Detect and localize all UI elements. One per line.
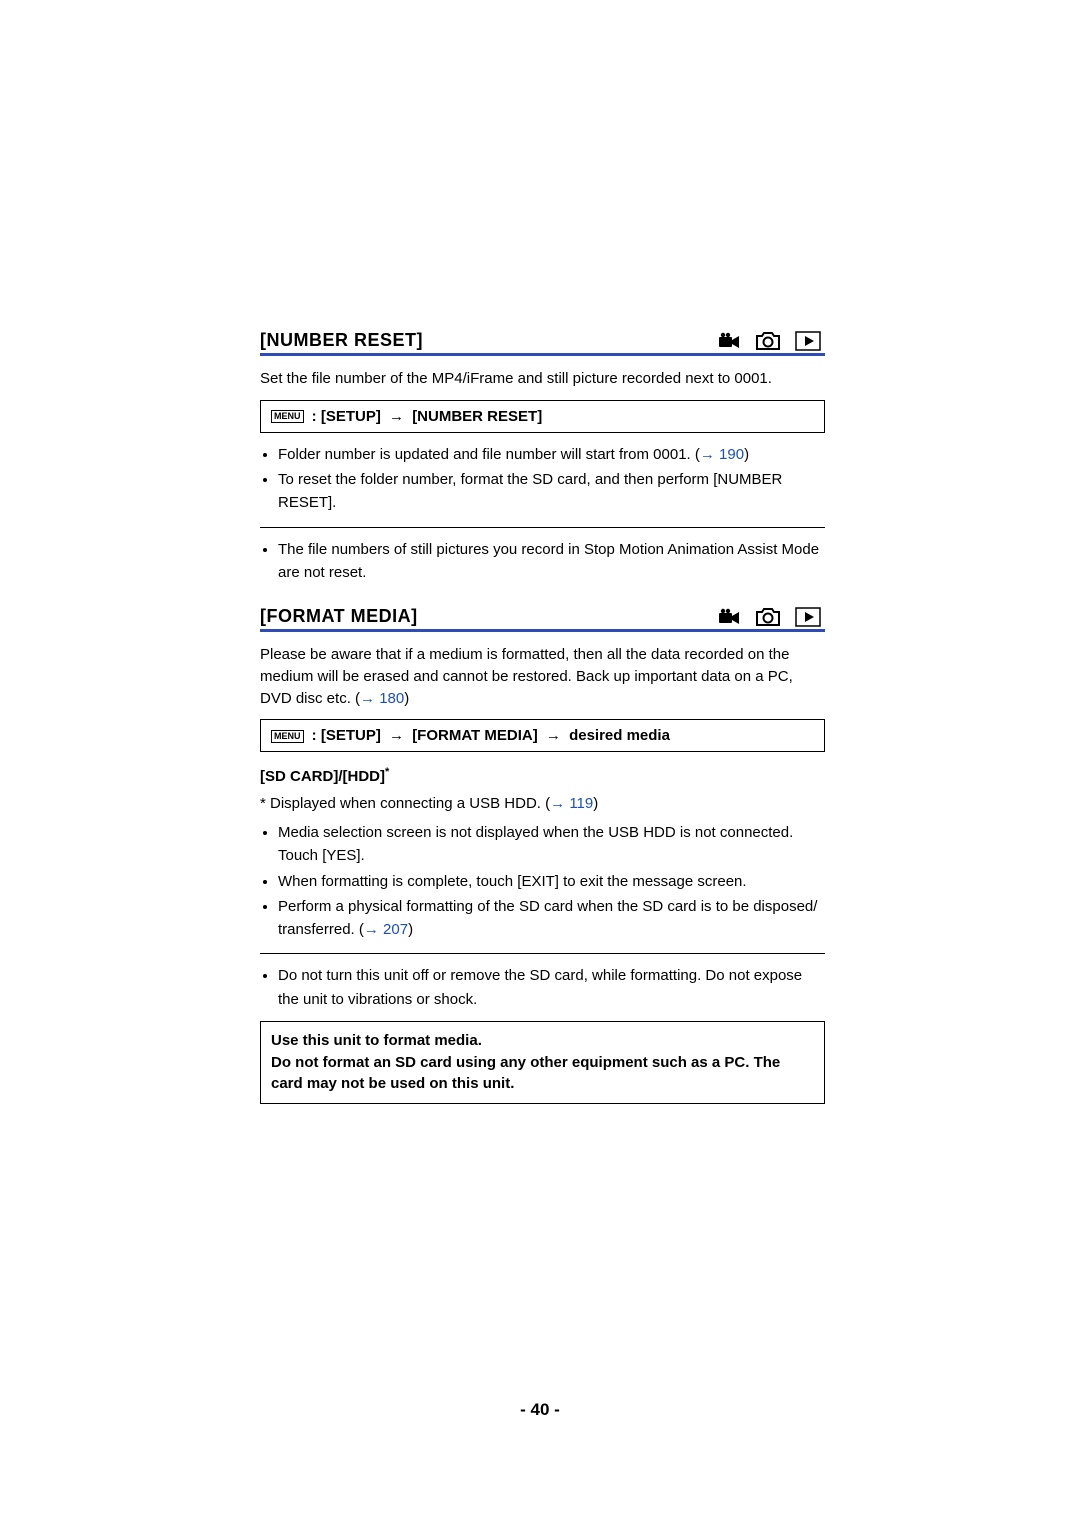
link-number: 207	[383, 921, 408, 938]
bullet-text: Perform a physical formatting of the SD …	[278, 898, 817, 938]
warning-box: Use this unit to format media. Do not fo…	[260, 1021, 825, 1104]
page-ref-link[interactable]: → 119	[550, 795, 593, 812]
section-header-number-reset: [NUMBER RESET]	[260, 330, 825, 356]
footnote-span: )	[593, 795, 598, 812]
video-camera-icon	[717, 608, 741, 626]
list-item: The file numbers of still pictures you r…	[278, 538, 825, 585]
arrow-icon: →	[360, 690, 375, 707]
page-ref-link[interactable]: → 207	[364, 921, 408, 938]
link-number: 119	[569, 795, 593, 812]
link-number: 180	[379, 690, 404, 707]
bullet-text: )	[744, 446, 749, 463]
menu-badge: MENU	[271, 730, 304, 743]
manual-page: [NUMBER RESET] Set the file number of th…	[0, 0, 1080, 1526]
intro-text: Set the file number of the MP4/iFrame an…	[260, 368, 825, 390]
menu-path-text: : [SETUP]	[312, 408, 381, 425]
footnote-span: * Displayed when connecting a USB HDD. (	[260, 795, 550, 812]
camera-icon	[755, 331, 781, 351]
menu-badge: MENU	[271, 410, 304, 423]
arrow-icon: →	[385, 727, 408, 744]
menu-path-text: : [SETUP]	[312, 727, 381, 744]
bullet-list: Media selection screen is not displayed …	[260, 821, 825, 941]
bullet-list: Do not turn this unit off or remove the …	[260, 964, 825, 1011]
footnote-text: * Displayed when connecting a USB HDD. (…	[260, 793, 825, 815]
list-item: To reset the folder number, format the S…	[278, 468, 825, 515]
page-ref-link[interactable]: → 180	[360, 690, 404, 707]
bullet-text: Folder number is updated and file number…	[278, 446, 700, 463]
bullet-list: Folder number is updated and file number…	[260, 443, 825, 515]
menu-path-text: [NUMBER RESET]	[412, 408, 542, 425]
list-item: Folder number is updated and file number…	[278, 443, 825, 466]
header-icons	[717, 331, 825, 351]
warning-line: Do not format an SD card using any other…	[271, 1052, 814, 1096]
menu-path-text: desired media	[569, 727, 670, 744]
list-item: Perform a physical formatting of the SD …	[278, 895, 825, 942]
play-icon	[795, 607, 821, 627]
page-number: - 40 -	[0, 1400, 1080, 1420]
camera-icon	[755, 607, 781, 627]
divider	[260, 527, 825, 528]
arrow-icon: →	[550, 795, 565, 812]
divider	[260, 953, 825, 954]
arrow-icon: →	[542, 727, 565, 744]
body-text-span: Please be aware that if a medium is form…	[260, 646, 793, 707]
play-icon	[795, 331, 821, 351]
menu-path-box: MENU : [SETUP] → [FORMAT MEDIA] → desire…	[260, 719, 825, 752]
list-item: Media selection screen is not displayed …	[278, 821, 825, 868]
intro-text: Please be aware that if a medium is form…	[260, 644, 825, 709]
list-item: Do not turn this unit off or remove the …	[278, 964, 825, 1011]
warning-line: Use this unit to format media.	[271, 1030, 814, 1052]
footnote-marker: *	[385, 766, 389, 778]
section-title: [NUMBER RESET]	[260, 330, 423, 351]
bullet-list: The file numbers of still pictures you r…	[260, 538, 825, 585]
arrow-icon: →	[700, 446, 715, 463]
arrow-icon: →	[364, 921, 379, 938]
page-ref-link[interactable]: → 190	[700, 446, 744, 463]
link-number: 190	[719, 446, 744, 463]
menu-path-box: MENU : [SETUP] → [NUMBER RESET]	[260, 400, 825, 433]
arrow-icon: →	[385, 408, 408, 425]
list-item: When formatting is complete, touch [EXIT…	[278, 870, 825, 893]
body-text-span: )	[404, 690, 409, 707]
section-header-format-media: [FORMAT MEDIA]	[260, 606, 825, 632]
subheader-text: [SD CARD]/[HDD]	[260, 768, 385, 785]
video-camera-icon	[717, 332, 741, 350]
header-icons	[717, 607, 825, 627]
menu-path-text: [FORMAT MEDIA]	[412, 727, 538, 744]
bullet-text: )	[408, 921, 413, 938]
section-title: [FORMAT MEDIA]	[260, 606, 418, 627]
media-options-subheader: [SD CARD]/[HDD]*	[260, 766, 825, 785]
